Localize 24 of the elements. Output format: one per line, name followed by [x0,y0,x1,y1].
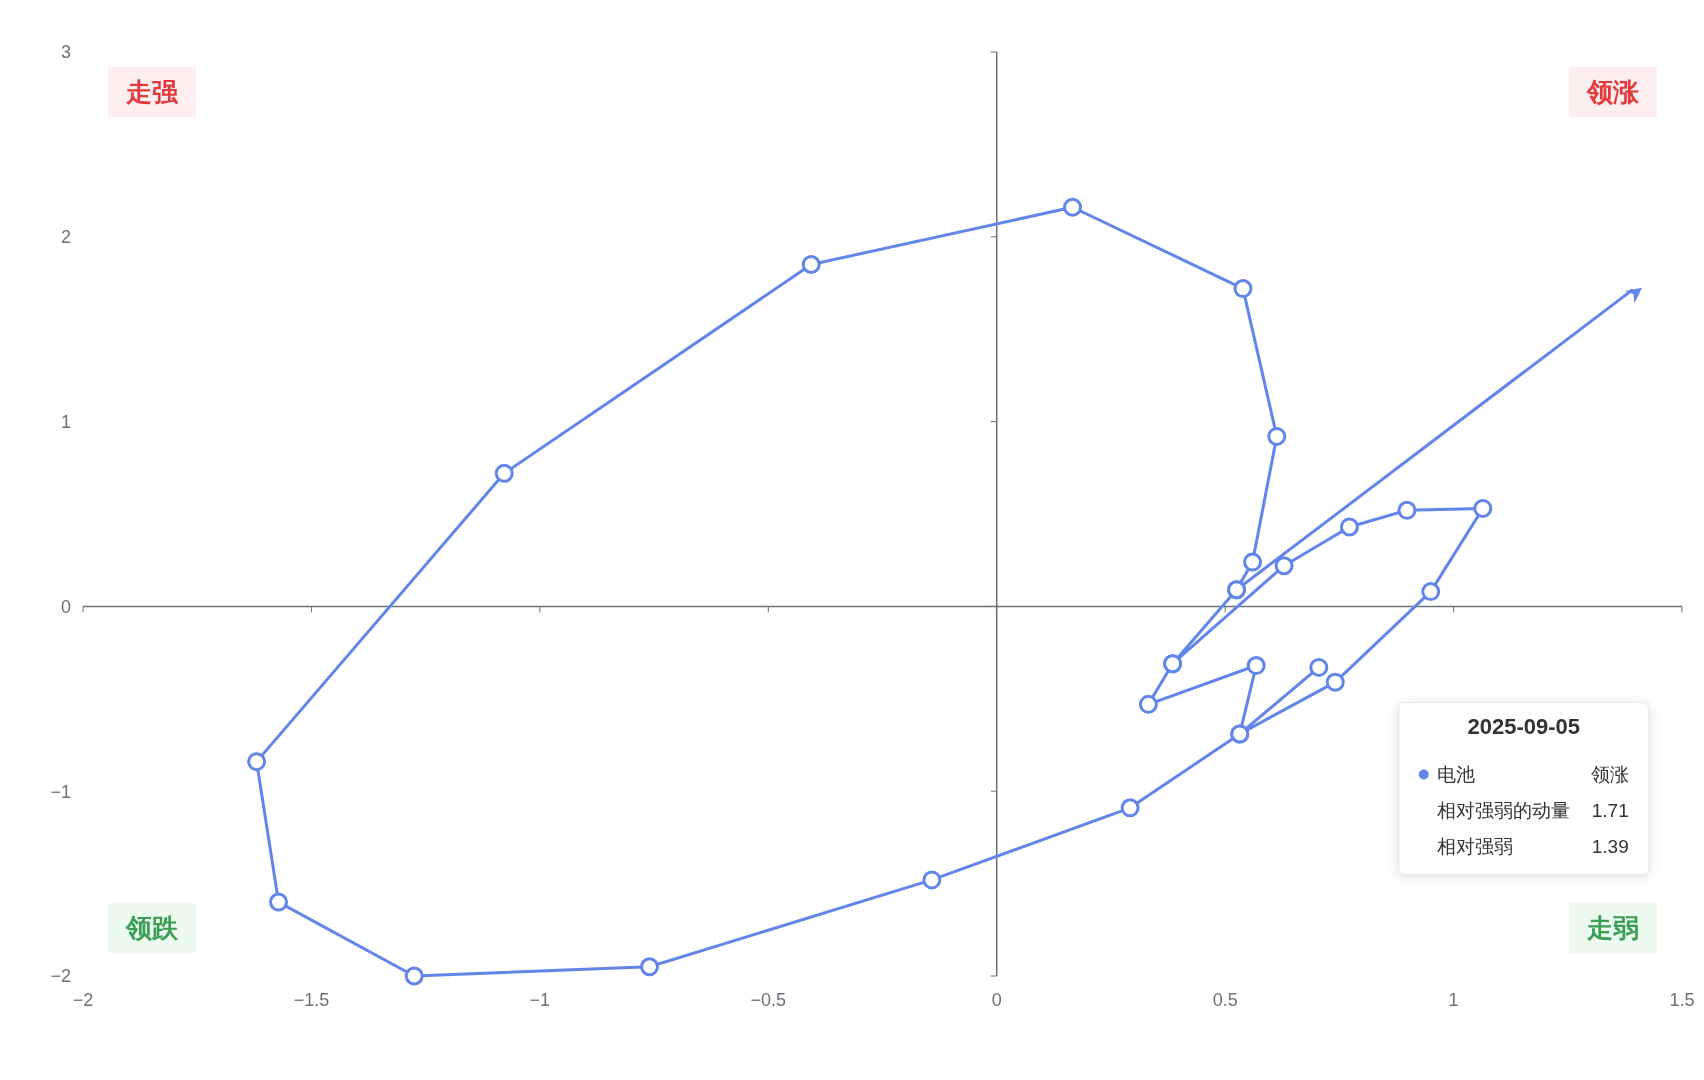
y-tick-label: 1 [60,411,71,432]
x-tick-label: 1.5 [1669,990,1695,1010]
y-tick-label: −2 [50,966,71,987]
annotation: 领涨 [1590,764,1629,786]
x-tick-label: −1 [529,990,551,1010]
x-tick-label: 0.5 [1212,990,1238,1010]
x-tick-label: −1.5 [293,990,330,1010]
x-tick-label: 0 [991,990,1002,1010]
annotation: 走强 [125,77,179,108]
annotation: 领涨 [1586,77,1640,108]
annotation: 1.39 [1591,836,1629,858]
y-tick-label: 0 [60,596,71,617]
annotation: 走弱 [1586,913,1639,944]
y-tick-label: 3 [60,42,71,63]
annotation: 1.71 [1591,800,1629,822]
annotation: 领跌 [125,913,179,944]
annotation: 相对强弱的动量 [1436,800,1570,822]
y-tick-label: 2 [60,227,71,248]
annotation: 2025-09-05 [1467,714,1581,740]
x-tick-label: 1 [1448,990,1459,1010]
annotation: 相对强弱 [1436,836,1513,858]
y-tick-label: −1 [50,781,71,802]
legend-label: 电池 [1436,764,1475,786]
x-tick-label: −0.5 [750,990,787,1010]
